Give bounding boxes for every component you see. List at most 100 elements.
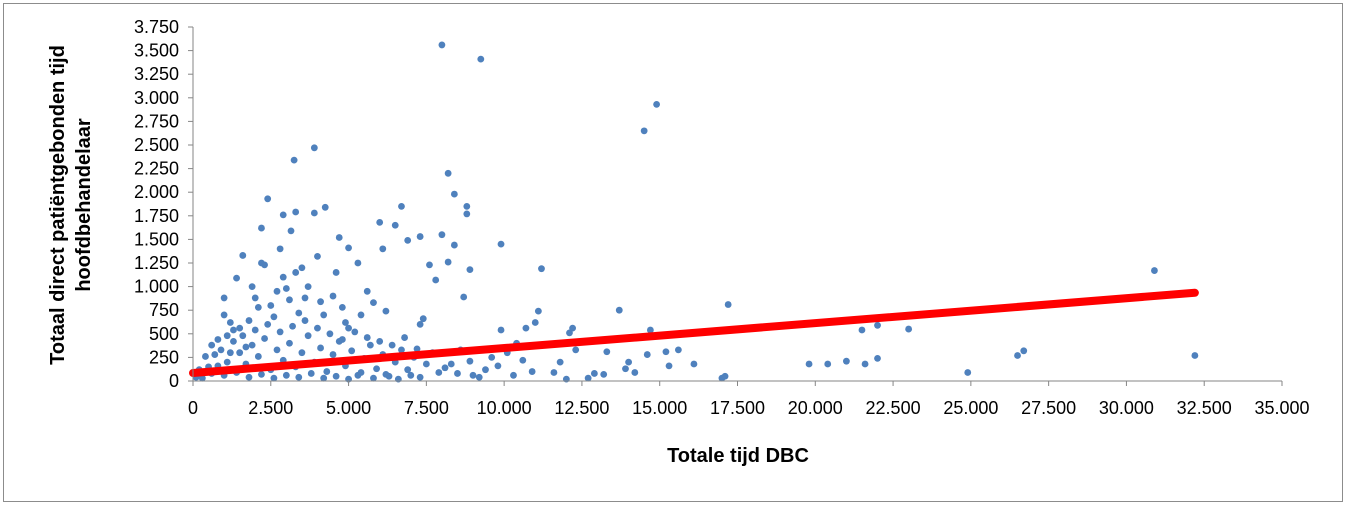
data-point xyxy=(438,41,446,49)
data-point xyxy=(282,371,290,379)
data-point xyxy=(273,287,281,295)
data-point xyxy=(310,144,318,152)
y-tick-label: 1.000 xyxy=(134,277,179,297)
data-point xyxy=(363,287,371,295)
data-point xyxy=(242,343,250,351)
data-point xyxy=(366,341,374,349)
data-point xyxy=(314,324,321,332)
x-tick-label: 7.500 xyxy=(404,398,449,418)
data-point xyxy=(964,369,972,376)
data-point xyxy=(550,369,558,376)
data-point xyxy=(286,296,293,304)
data-point xyxy=(376,337,384,345)
data-point xyxy=(345,324,352,332)
data-point xyxy=(438,231,446,239)
data-point xyxy=(640,127,648,135)
data-point xyxy=(466,266,474,274)
y-tick-label: 3.250 xyxy=(134,64,179,84)
data-point xyxy=(329,292,337,300)
data-point xyxy=(276,328,284,336)
y-tick-label: 1.750 xyxy=(134,206,179,226)
data-point xyxy=(230,326,237,334)
data-point xyxy=(441,364,449,372)
data-point xyxy=(843,357,850,365)
data-point xyxy=(566,329,573,337)
y-tick-label: 2.750 xyxy=(134,111,179,131)
chart-frame xyxy=(3,3,1343,502)
data-point xyxy=(236,349,244,357)
data-point xyxy=(477,55,485,63)
data-point xyxy=(416,320,424,328)
data-point xyxy=(407,371,415,379)
data-point xyxy=(208,341,216,349)
data-point xyxy=(534,307,542,315)
data-point xyxy=(301,294,309,302)
data-point xyxy=(497,326,505,334)
data-point xyxy=(398,202,405,210)
data-point xyxy=(454,370,461,377)
y-tick-label: 3.000 xyxy=(134,88,179,108)
data-point xyxy=(287,227,295,235)
data-point xyxy=(584,374,592,382)
data-point xyxy=(1020,347,1028,355)
data-point xyxy=(631,369,639,376)
data-point xyxy=(357,369,365,376)
data-point xyxy=(404,366,412,374)
data-point xyxy=(258,224,265,232)
data-point xyxy=(251,326,259,334)
data-point xyxy=(531,319,539,326)
x-tick-label: 35.000 xyxy=(1254,398,1309,418)
x-tick-label: 27.500 xyxy=(1021,398,1076,418)
y-tick-label: 250 xyxy=(149,347,179,367)
y-axis-title-line-2: hoofdbehandelaar xyxy=(73,118,95,292)
data-point xyxy=(198,374,206,382)
data-point xyxy=(233,274,240,282)
data-point xyxy=(261,261,268,269)
data-point xyxy=(261,335,268,342)
data-point xyxy=(245,317,253,324)
data-point xyxy=(398,346,405,354)
data-point xyxy=(304,332,312,340)
data-point xyxy=(538,265,545,273)
data-point xyxy=(345,244,352,252)
data-point xyxy=(622,365,629,373)
data-point xyxy=(279,273,287,281)
y-tick-label: 500 xyxy=(149,324,179,344)
data-point xyxy=(220,311,228,319)
y-tick-label: 0 xyxy=(169,371,179,391)
data-point xyxy=(690,360,698,368)
data-point xyxy=(245,373,253,381)
data-point xyxy=(307,370,315,377)
data-point xyxy=(416,373,424,381)
data-point xyxy=(317,344,324,352)
x-tick-label: 10.000 xyxy=(477,398,532,418)
x-tick-label: 5.000 xyxy=(326,398,371,418)
data-point xyxy=(482,366,489,374)
data-point xyxy=(276,245,284,253)
y-axis-title: Totaal direct patiëntgebonden tijd hoofd… xyxy=(47,45,95,365)
data-point xyxy=(600,370,608,378)
data-point xyxy=(466,357,474,365)
data-point xyxy=(510,371,517,379)
data-point xyxy=(450,241,458,249)
plot-area xyxy=(189,41,1199,383)
data-point xyxy=(665,362,673,370)
data-point xyxy=(391,221,399,229)
data-point xyxy=(494,362,502,370)
data-point xyxy=(217,346,225,354)
data-point xyxy=(273,346,281,354)
data-point xyxy=(214,336,222,343)
data-point xyxy=(1014,352,1021,359)
data-point xyxy=(264,320,272,328)
data-point xyxy=(721,372,729,380)
data-point xyxy=(335,234,343,241)
data-point xyxy=(469,371,477,379)
data-point xyxy=(404,236,412,244)
data-point xyxy=(379,245,387,253)
data-point xyxy=(590,370,598,377)
data-point xyxy=(290,156,298,164)
x-tick-label: 17.500 xyxy=(710,398,765,418)
y-tick-label: 1.500 xyxy=(134,229,179,249)
data-point xyxy=(223,358,231,366)
data-point xyxy=(373,365,380,373)
